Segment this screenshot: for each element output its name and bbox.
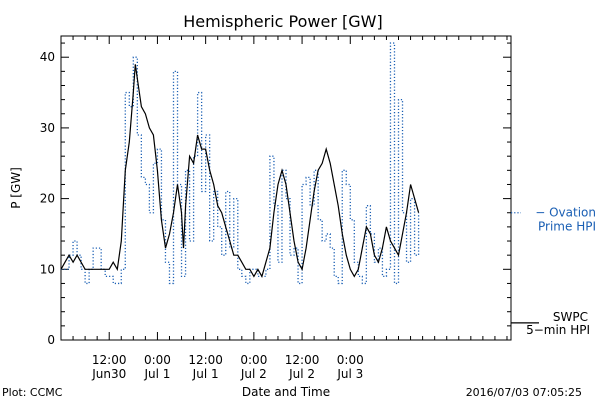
x-tick-label-date: Jul 1 (143, 367, 170, 381)
x-axis-label: Date and Time (242, 385, 330, 399)
x-tick-label-time: 12:00 (188, 353, 223, 367)
x-tick-label-date: Jul 2 (240, 367, 267, 381)
series-layer (60, 42, 420, 285)
x-tick-label-time: 0:00 (337, 353, 364, 367)
x-tick-label-date: Jun30 (91, 367, 126, 381)
chart-title: Hemispheric Power [GW] (183, 12, 382, 31)
legend-label-swpc-line1: SWPC (553, 310, 588, 324)
plot-frame (60, 35, 512, 341)
y-axis-label: P [GW] (9, 167, 23, 209)
y-tick-label: 30 (40, 121, 55, 135)
y-tick-label: 20 (40, 192, 55, 206)
x-tick-label-time: 0:00 (144, 353, 171, 367)
legend-label-swpc-line2: 5−min HPI (526, 323, 590, 337)
plot-timestamp: 2016/07/03 07:05:25 (466, 386, 582, 399)
y-axis: 0 10 20 30 40 (40, 42, 511, 347)
x-tick-label-time: 0:00 (240, 353, 267, 367)
plot-credit: Plot: CCMC (2, 386, 63, 399)
legend-label-ovation-line2: Prime HPI (538, 220, 596, 234)
series-line-swpc (60, 64, 420, 278)
series-line-ovation-prime (61, 42, 420, 285)
x-tick-label-date: Jul 2 (288, 367, 315, 381)
x-tick-label-date: Jul 1 (192, 367, 219, 381)
y-tick-label: 10 (40, 262, 55, 276)
x-tick-label-time: 12:00 (92, 353, 127, 367)
y-tick-label: 0 (47, 333, 55, 347)
y-tick-label: 40 (40, 50, 55, 64)
x-tick-label-time: 12:00 (285, 353, 320, 367)
legend-label-ovation-line1: − Ovation (535, 206, 596, 220)
x-tick-label-date: Jul 3 (336, 367, 363, 381)
